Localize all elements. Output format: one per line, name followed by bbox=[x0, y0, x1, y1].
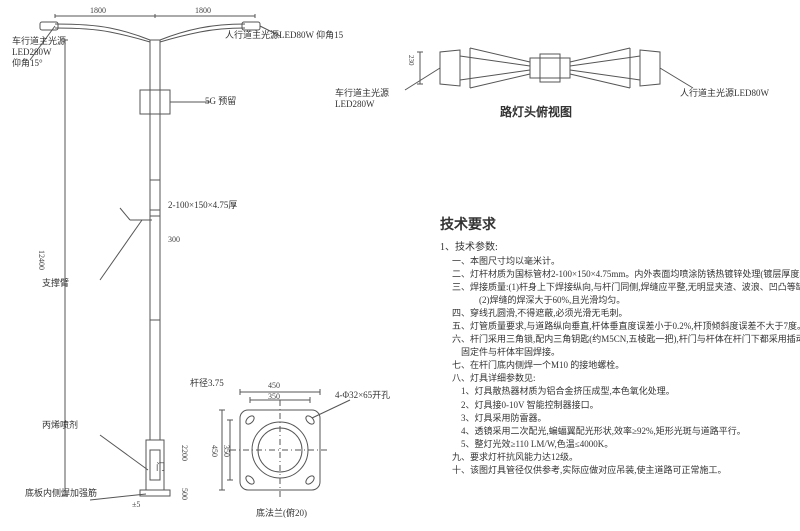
req-item: 固定件与杆体牢固焊接。 bbox=[452, 346, 790, 359]
label-holes: 4-Φ32×65开孔 bbox=[335, 390, 390, 401]
dim-350-left: 350 bbox=[222, 445, 231, 457]
dim-left-arm: 1800 bbox=[90, 6, 106, 15]
req-item: 六、杆门采用三角锁,配内三角钥匙(约M5CN,五棱匙一把),杆门与杆体在杆门下都… bbox=[452, 333, 790, 346]
dim-450-left: 450 bbox=[210, 445, 219, 457]
req-title: 技术要求 bbox=[440, 215, 790, 236]
base-plate-title: 底法兰(俯20) bbox=[256, 508, 307, 519]
top-view bbox=[405, 30, 695, 115]
req-item: 八、灯具详细参数见: bbox=[452, 372, 790, 385]
req-item: 5、整灯光效≥110 LM/W,色温≤4000K。 bbox=[452, 438, 790, 451]
req-sec1: 1、技术参数: bbox=[440, 240, 790, 255]
label-base-weld: 底板内侧焊加强筋 bbox=[25, 488, 97, 499]
label-5g: 5G 预留 bbox=[205, 96, 236, 107]
dim-500: 500 bbox=[180, 488, 189, 500]
dim-300: 300 bbox=[168, 235, 180, 244]
requirements-block: 技术要求 1、技术参数: 一、本图尺寸均以毫米计。二、灯杆材质为国标管材2-10… bbox=[440, 215, 790, 477]
dim-12400: 12400 bbox=[37, 250, 46, 270]
req-item: 九、要求灯杆抗风能力达12级。 bbox=[452, 451, 790, 464]
dim-2200: 2200 bbox=[180, 445, 189, 461]
dim-right-arm: 1800 bbox=[195, 6, 211, 15]
req-item: 五、灯管质量要求,与道路纵向垂直,杆体垂直度误差小于0.2%,杆顶倾斜度误差不大… bbox=[452, 320, 790, 333]
label-paint: 丙烯喷剂 bbox=[42, 420, 78, 431]
req-item: 4、透镜采用二次配光,蝙蝠翼配光形状,效率≥92%,矩形光斑与道路平行。 bbox=[452, 425, 790, 438]
base-plate bbox=[210, 380, 360, 520]
label-pole-section: 2-100×150×4.75厚 bbox=[168, 200, 237, 211]
label-door: 门 bbox=[156, 462, 165, 473]
req-item: 七、在杆门底内侧焊一个M10 的接地螺栓。 bbox=[452, 359, 790, 372]
dim-230: 230 bbox=[407, 55, 415, 66]
label-support: 支撑臂 bbox=[42, 278, 69, 289]
req-item: (2)焊缝的焊深大于60%,且光滑均匀。 bbox=[452, 294, 790, 307]
label-top-right: 人行道主光源LED80W bbox=[680, 88, 769, 99]
dim-450-top: 450 bbox=[268, 381, 280, 390]
label-top-left: 车行道主光源LED280W bbox=[335, 88, 389, 110]
req-item: 3、灯具采用防雷器。 bbox=[452, 412, 790, 425]
label-led80-front: 人行道主光源LED80W 仰角15 bbox=[225, 30, 343, 41]
label-led280-front: 车行道主光源LED280W仰角15° bbox=[12, 36, 66, 68]
req-item: 十、该图灯具管径仅供参考,实际应做对应吊装,使主道路可正常施工。 bbox=[452, 464, 790, 477]
req-item: 2、灯具接0-10V 智能控制器接口。 bbox=[452, 399, 790, 412]
req-item: 三、焊接质量:(1)杆身上下焊接纵向,与杆门同侧,焊缝应平整,无明显夹渣、波浪、… bbox=[452, 281, 790, 294]
top-view-title: 路灯头俯视图 bbox=[500, 105, 572, 119]
req-item: 一、本图尺寸均以毫米计。 bbox=[452, 255, 790, 268]
dim-350-top: 350 bbox=[268, 392, 280, 401]
req-item: 1、灯具散热器材质为铝合金挤压成型,本色氧化处理。 bbox=[452, 385, 790, 398]
dim-tol: ±5 bbox=[132, 500, 140, 509]
req-item: 四、穿线孔圆滑,不得遮蔽,必须光滑无毛刺。 bbox=[452, 307, 790, 320]
req-item: 二、灯杆材质为国标管材2-100×150×4.75mm。内外表面均喷涂防锈热镀锌… bbox=[452, 268, 790, 281]
